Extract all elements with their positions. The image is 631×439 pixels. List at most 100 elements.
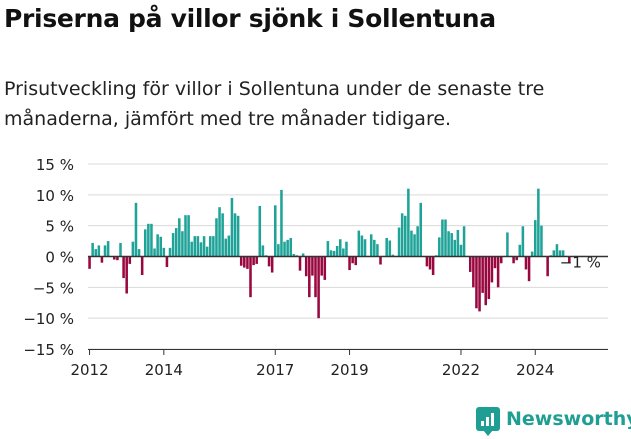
data-bar: [100, 256, 104, 263]
data-bar: [512, 256, 515, 264]
data-bar: [521, 226, 525, 257]
y-tick-label: −5 %: [33, 279, 74, 297]
data-bar: [193, 236, 197, 257]
data-bar: [236, 215, 240, 257]
data-bar: [184, 215, 187, 257]
data-bar: [388, 240, 392, 257]
x-tick-label: 2019: [330, 361, 368, 379]
data-bar: [190, 241, 193, 257]
data-bar: [283, 241, 286, 257]
data-bar: [540, 225, 543, 257]
data-bar: [106, 241, 110, 257]
data-bar: [493, 256, 497, 269]
data-bar: [428, 256, 432, 270]
x-tick-label: 2022: [442, 361, 480, 379]
x-tick-label: 2024: [516, 361, 554, 379]
data-bar: [555, 244, 559, 257]
data-bar: [298, 256, 302, 271]
data-bar: [342, 248, 345, 257]
last-value-label: −1 %: [560, 254, 601, 272]
data-bar: [205, 246, 209, 257]
data-bar: [413, 234, 416, 257]
data-bar: [181, 231, 184, 257]
data-bar: [218, 207, 221, 257]
x-tick-label: 2017: [256, 361, 294, 379]
data-bar: [527, 256, 531, 282]
data-bar: [233, 213, 237, 257]
data-bar: [391, 254, 395, 257]
data-bar: [320, 256, 323, 276]
data-bar: [261, 245, 265, 257]
data-bar: [308, 256, 311, 298]
data-bar: [335, 246, 339, 257]
data-bar: [376, 244, 379, 257]
data-bar: [326, 241, 330, 257]
data-bar: [456, 229, 460, 257]
data-bar: [301, 253, 305, 257]
data-bar: [506, 232, 509, 257]
data-bar: [472, 256, 475, 288]
data-bar: [137, 249, 141, 257]
data-bar: [568, 256, 571, 263]
y-tick-label: 0 %: [45, 249, 74, 267]
data-bar: [484, 256, 488, 306]
data-bar: [196, 236, 200, 257]
data-bar: [147, 223, 150, 257]
data-bar: [530, 251, 534, 257]
data-bar: [438, 237, 441, 257]
data-bar: [230, 197, 234, 257]
data-bar: [419, 202, 423, 257]
data-bar: [273, 205, 277, 257]
data-bar: [425, 256, 429, 267]
data-bar: [385, 238, 388, 257]
data-bar: [453, 239, 457, 257]
x-tick-label: 2012: [70, 361, 108, 379]
data-bar: [410, 230, 413, 257]
data-bar: [159, 236, 163, 257]
data-bar: [317, 256, 320, 319]
data-bar: [354, 256, 358, 266]
data-bar: [243, 256, 246, 268]
newsworthy-logo-text: Newsworthy: [506, 408, 631, 430]
data-bar: [131, 241, 135, 257]
data-bar: [304, 256, 308, 277]
data-bar: [481, 256, 484, 293]
y-tick-label: −10 %: [23, 310, 74, 328]
data-bar: [561, 250, 565, 257]
data-bar: [360, 235, 364, 257]
data-bar: [280, 189, 283, 257]
data-bar: [187, 215, 190, 257]
x-tick-label: 2014: [145, 361, 183, 379]
data-bar: [468, 256, 472, 272]
data-bar: [113, 256, 116, 260]
data-bar: [499, 256, 503, 264]
data-bar: [369, 234, 373, 257]
data-bar: [94, 249, 98, 257]
data-bar: [140, 256, 144, 275]
data-bar: [363, 239, 367, 257]
data-bar: [323, 256, 327, 280]
data-bar: [88, 256, 91, 269]
data-bar: [202, 236, 206, 257]
data-bar: [125, 256, 128, 294]
data-bar: [199, 242, 203, 257]
data-bar: [397, 227, 401, 257]
data-bar: [119, 242, 122, 257]
data-bar: [403, 215, 407, 257]
data-bar: [552, 250, 556, 257]
data-bar: [134, 202, 138, 257]
data-bar: [267, 256, 271, 267]
data-bar: [212, 236, 215, 257]
data-bar: [215, 218, 218, 257]
data-bar: [441, 219, 444, 257]
data-bar: [515, 256, 518, 261]
data-bar: [128, 256, 132, 264]
data-bar: [227, 235, 231, 257]
data-bar: [165, 256, 169, 267]
data-bar: [450, 233, 453, 257]
data-bar: [490, 256, 494, 283]
data-bar: [178, 218, 181, 257]
newsworthy-logo-icon: [476, 407, 500, 436]
data-bar: [270, 256, 274, 273]
